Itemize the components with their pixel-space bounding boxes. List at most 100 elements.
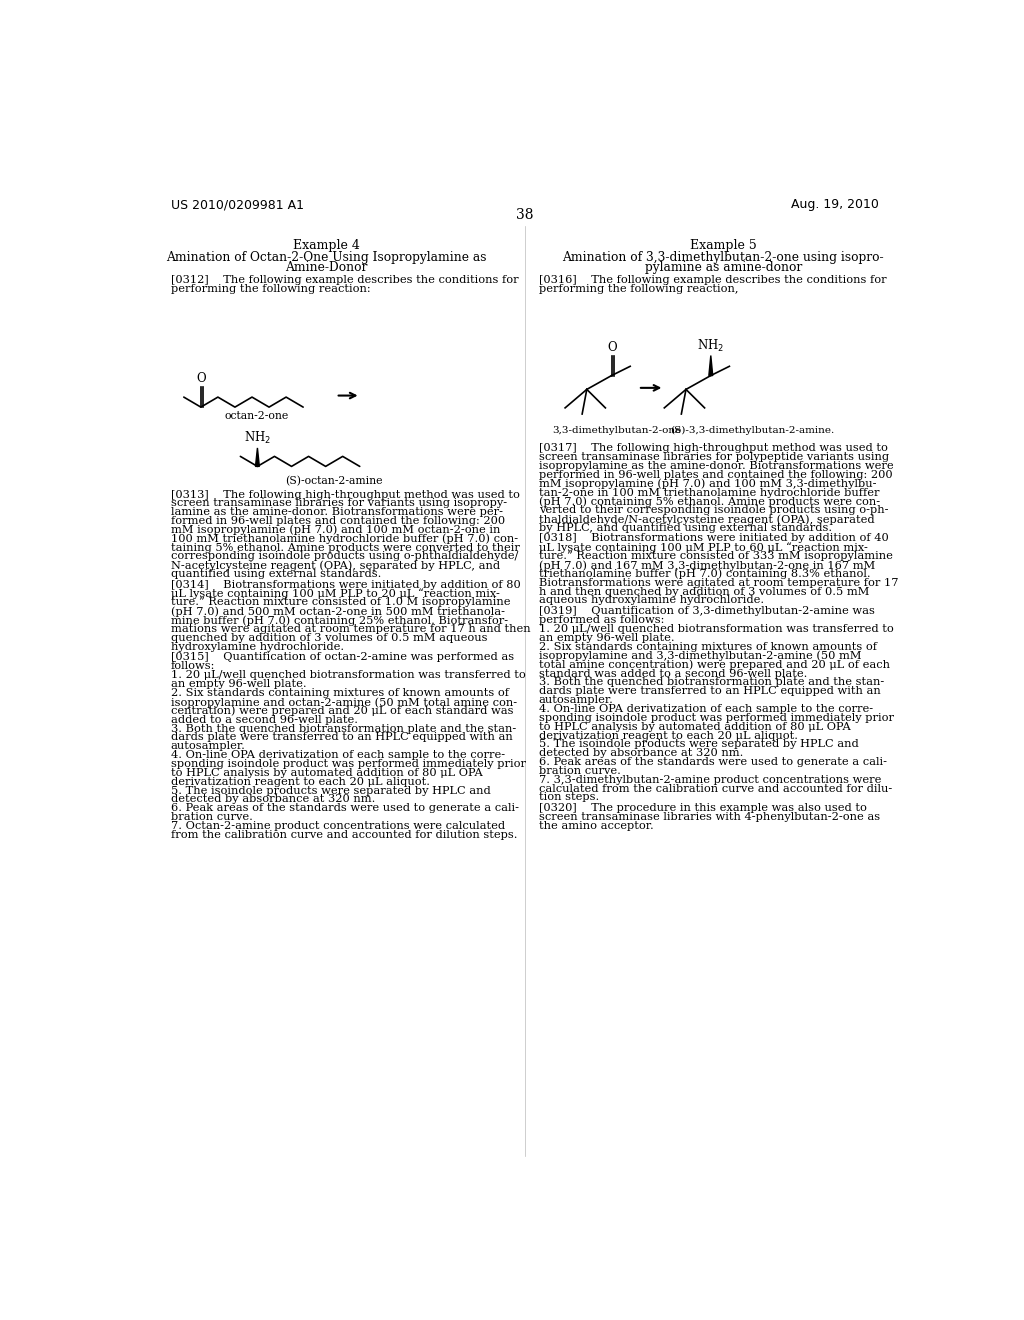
Text: standard was added to a second 96-well plate.: standard was added to a second 96-well p… xyxy=(539,668,807,678)
Text: O: O xyxy=(197,372,207,385)
Text: ture.” Reaction mixture consisted of 1.0 M isopropylamine: ture.” Reaction mixture consisted of 1.0… xyxy=(171,598,510,607)
Text: dards plate were transferred to an HPLC equipped with an: dards plate were transferred to an HPLC … xyxy=(171,733,512,742)
Text: hydroxylamine hydrochloride.: hydroxylamine hydrochloride. xyxy=(171,642,344,652)
Text: [0318]    Biotransformations were initiated by addition of 40: [0318] Biotransformations were initiated… xyxy=(539,533,889,544)
Text: the amino acceptor.: the amino acceptor. xyxy=(539,821,653,830)
Text: h and then quenched by addition of 3 volumes of 0.5 mM: h and then quenched by addition of 3 vol… xyxy=(539,586,869,597)
Text: triethanolamine buffer (pH 7.0) containing 8.3% ethanol.: triethanolamine buffer (pH 7.0) containi… xyxy=(539,569,870,579)
Text: derivatization reagent to each 20 μL aliquot.: derivatization reagent to each 20 μL ali… xyxy=(539,730,798,741)
Text: mine buffer (pH 7.0) containing 25% ethanol. Biotransfor-: mine buffer (pH 7.0) containing 25% etha… xyxy=(171,615,508,626)
Text: ture.” Reaction mixture consisted of 333 mM isopropylamine: ture.” Reaction mixture consisted of 333… xyxy=(539,552,893,561)
Text: 2. Six standards containing mixtures of known amounts of: 2. Six standards containing mixtures of … xyxy=(171,688,509,698)
Text: follows:: follows: xyxy=(171,661,215,671)
Text: 100 mM triethanolamine hydrochloride buffer (pH 7.0) con-: 100 mM triethanolamine hydrochloride buf… xyxy=(171,533,518,544)
Text: (S)-3,3-dimethylbutan-2-amine.: (S)-3,3-dimethylbutan-2-amine. xyxy=(671,426,835,436)
Text: Amination of 3,3-dimethylbutan-2-one using isopro-: Amination of 3,3-dimethylbutan-2-one usi… xyxy=(562,251,884,264)
Text: derivatization reagent to each 20 μL aliquot.: derivatization reagent to each 20 μL ali… xyxy=(171,776,430,787)
Text: taining 5% ethanol. Amine products were converted to their: taining 5% ethanol. Amine products were … xyxy=(171,543,519,553)
Text: to HPLC analysis by automated addition of 80 μL OPA: to HPLC analysis by automated addition o… xyxy=(171,768,482,777)
Text: centration) were prepared and 20 μL of each standard was: centration) were prepared and 20 μL of e… xyxy=(171,706,513,717)
Text: 6. Peak areas of the standards were used to generate a cali-: 6. Peak areas of the standards were used… xyxy=(539,758,887,767)
Text: 4. On-line OPA derivatization of each sample to the corre-: 4. On-line OPA derivatization of each sa… xyxy=(539,704,872,714)
Text: [0312]    The following example describes the conditions for: [0312] The following example describes t… xyxy=(171,276,518,285)
Text: tion steps.: tion steps. xyxy=(539,792,599,803)
Text: isopropylamine and 3,3-dimethylbutan-2-amine (50 mM: isopropylamine and 3,3-dimethylbutan-2-a… xyxy=(539,651,861,661)
Text: an empty 96-well plate.: an empty 96-well plate. xyxy=(171,680,306,689)
Text: (pH 7.0) and 167 mM 3,3-dimethylbutan-2-one in 167 mM: (pH 7.0) and 167 mM 3,3-dimethylbutan-2-… xyxy=(539,560,874,570)
Text: 2. Six standards containing mixtures of known amounts of: 2. Six standards containing mixtures of … xyxy=(539,642,877,652)
Text: quantified using external standards.: quantified using external standards. xyxy=(171,569,381,579)
Text: Amine-Donor: Amine-Donor xyxy=(286,261,368,273)
Text: screen transaminase libraries for variants using isopropy-: screen transaminase libraries for varian… xyxy=(171,499,507,508)
Text: performing the following reaction,: performing the following reaction, xyxy=(539,284,738,294)
Text: mM isopropylamine (pH 7.0) and 100 mM octan-2-one in: mM isopropylamine (pH 7.0) and 100 mM oc… xyxy=(171,525,500,536)
Text: [0317]    The following high-throughput method was used to: [0317] The following high-throughput met… xyxy=(539,444,888,453)
Text: corresponding isoindole products using o-phthaldialdehyde/: corresponding isoindole products using o… xyxy=(171,552,518,561)
Text: screen transaminase libraries with 4-phenylbutan-2-one as: screen transaminase libraries with 4-phe… xyxy=(539,812,880,822)
Text: added to a second 96-well plate.: added to a second 96-well plate. xyxy=(171,714,357,725)
Text: autosampler.: autosampler. xyxy=(539,696,613,705)
Text: bration curve.: bration curve. xyxy=(539,766,621,776)
Text: 1. 20 μL/well quenched biotransformation was transferred to: 1. 20 μL/well quenched biotransformation… xyxy=(171,671,525,680)
Text: thaldialdehyde/N-acetylcysteine reagent (OPA), separated: thaldialdehyde/N-acetylcysteine reagent … xyxy=(539,515,874,525)
Text: Example 4: Example 4 xyxy=(293,239,359,252)
Text: [0315]    Quantification of octan-2-amine was performed as: [0315] Quantification of octan-2-amine w… xyxy=(171,652,514,661)
Text: bration curve.: bration curve. xyxy=(171,812,253,822)
Text: performed as follows:: performed as follows: xyxy=(539,615,665,624)
Text: 38: 38 xyxy=(516,209,534,223)
Text: (pH 7.0) and 500 mM octan-2-one in 500 mM triethanola-: (pH 7.0) and 500 mM octan-2-one in 500 m… xyxy=(171,606,505,616)
Text: performed in 96-well plates and contained the following: 200: performed in 96-well plates and containe… xyxy=(539,470,892,480)
Text: total amine concentration) were prepared and 20 μL of each: total amine concentration) were prepared… xyxy=(539,660,890,671)
Text: [0320]    The procedure in this example was also used to: [0320] The procedure in this example was… xyxy=(539,803,866,813)
Text: autosampler.: autosampler. xyxy=(171,742,246,751)
Text: 3. Both the quenched biotransformation plate and the stan-: 3. Both the quenched biotransformation p… xyxy=(171,723,516,734)
Polygon shape xyxy=(709,355,713,376)
Text: 4. On-line OPA derivatization of each sample to the corre-: 4. On-line OPA derivatization of each sa… xyxy=(171,750,505,760)
Text: Biotransformations were agitated at room temperature for 17: Biotransformations were agitated at room… xyxy=(539,578,898,587)
Text: mations were agitated at room temperature for 17 h and then: mations were agitated at room temperatur… xyxy=(171,624,530,634)
Text: 3. Both the quenched biotransformation plate and the stan-: 3. Both the quenched biotransformation p… xyxy=(539,677,884,688)
Text: detected by absorbance at 320 nm.: detected by absorbance at 320 nm. xyxy=(171,795,375,804)
Text: isopropylamine and octan-2-amine (50 mM total amine con-: isopropylamine and octan-2-amine (50 mM … xyxy=(171,697,517,708)
Text: to HPLC analysis by automated addition of 80 μL OPA: to HPLC analysis by automated addition o… xyxy=(539,722,851,731)
Text: [0319]    Quantification of 3,3-dimethylbutan-2-amine was: [0319] Quantification of 3,3-dimethylbut… xyxy=(539,606,874,615)
Text: sponding isoindole product was performed immediately prior: sponding isoindole product was performed… xyxy=(539,713,894,723)
Text: N-acetylcysteine reagent (OPA), separated by HPLC, and: N-acetylcysteine reagent (OPA), separate… xyxy=(171,561,500,572)
Text: performing the following reaction:: performing the following reaction: xyxy=(171,284,371,294)
Text: pylamine as amine-donor: pylamine as amine-donor xyxy=(644,261,802,273)
Text: Example 5: Example 5 xyxy=(690,239,757,252)
Text: detected by absorbance at 320 nm.: detected by absorbance at 320 nm. xyxy=(539,748,743,758)
Text: 5. The isoindole products were separated by HPLC and: 5. The isoindole products were separated… xyxy=(171,785,490,796)
Text: an empty 96-well plate.: an empty 96-well plate. xyxy=(539,634,675,643)
Polygon shape xyxy=(255,447,259,466)
Text: 5. The isoindole products were separated by HPLC and: 5. The isoindole products were separated… xyxy=(539,739,858,750)
Text: [0313]    The following high-throughput method was used to: [0313] The following high-throughput met… xyxy=(171,490,519,499)
Text: μL lysate containing 100 μM PLP to 20 μL “reaction mix-: μL lysate containing 100 μM PLP to 20 μL… xyxy=(171,589,500,599)
Text: 3,3-dimethylbutan-2-one: 3,3-dimethylbutan-2-one xyxy=(553,426,682,436)
Text: 7. 3,3-dimethylbutan-2-amine product concentrations were: 7. 3,3-dimethylbutan-2-amine product con… xyxy=(539,775,881,785)
Text: isopropylamine as the amine-donor. Biotransformations were: isopropylamine as the amine-donor. Biotr… xyxy=(539,461,893,471)
Text: (pH 7.0) containing 5% ethanol. Amine products were con-: (pH 7.0) containing 5% ethanol. Amine pr… xyxy=(539,496,880,507)
Text: mM isopropylamine (pH 7.0) and 100 mM 3,3-dimethylbu-: mM isopropylamine (pH 7.0) and 100 mM 3,… xyxy=(539,479,877,490)
Text: Aug. 19, 2010: Aug. 19, 2010 xyxy=(792,198,879,211)
Text: 1. 20 μL/well quenched biotransformation was transferred to: 1. 20 μL/well quenched biotransformation… xyxy=(539,624,894,634)
Text: 7. Octan-2-amine product concentrations were calculated: 7. Octan-2-amine product concentrations … xyxy=(171,821,505,832)
Text: calculated from the calibration curve and accounted for dilu-: calculated from the calibration curve an… xyxy=(539,784,892,793)
Text: by HPLC, and quantified using external standards.: by HPLC, and quantified using external s… xyxy=(539,523,831,533)
Text: formed in 96-well plates and contained the following: 200: formed in 96-well plates and contained t… xyxy=(171,516,505,527)
Text: tan-2-one in 100 mM triethanolamine hydrochloride buffer: tan-2-one in 100 mM triethanolamine hydr… xyxy=(539,487,880,498)
Text: [0316]    The following example describes the conditions for: [0316] The following example describes t… xyxy=(539,276,887,285)
Text: verted to their corresponding isoindole products using o-ph-: verted to their corresponding isoindole … xyxy=(539,506,888,515)
Text: lamine as the amine-donor. Biotransformations were per-: lamine as the amine-donor. Biotransforma… xyxy=(171,507,503,517)
Text: [0314]    Biotransformations were initiated by addition of 80: [0314] Biotransformations were initiated… xyxy=(171,579,520,590)
Text: screen transaminase libraries for polypeptide variants using: screen transaminase libraries for polype… xyxy=(539,453,889,462)
Text: μL lysate containing 100 μM PLP to 60 μL “reaction mix-: μL lysate containing 100 μM PLP to 60 μL… xyxy=(539,543,867,553)
Text: sponding isoindole product was performed immediately prior: sponding isoindole product was performed… xyxy=(171,759,525,770)
Text: aqueous hydroxylamine hydrochloride.: aqueous hydroxylamine hydrochloride. xyxy=(539,595,764,606)
Text: quenched by addition of 3 volumes of 0.5 mM aqueous: quenched by addition of 3 volumes of 0.5… xyxy=(171,632,487,643)
Text: (S)-octan-2-amine: (S)-octan-2-amine xyxy=(286,477,383,487)
Text: octan-2-one: octan-2-one xyxy=(224,411,289,421)
Text: dards plate were transferred to an HPLC equipped with an: dards plate were transferred to an HPLC … xyxy=(539,686,881,696)
Text: from the calibration curve and accounted for dilution steps.: from the calibration curve and accounted… xyxy=(171,830,517,840)
Text: 6. Peak areas of the standards were used to generate a cali-: 6. Peak areas of the standards were used… xyxy=(171,804,518,813)
